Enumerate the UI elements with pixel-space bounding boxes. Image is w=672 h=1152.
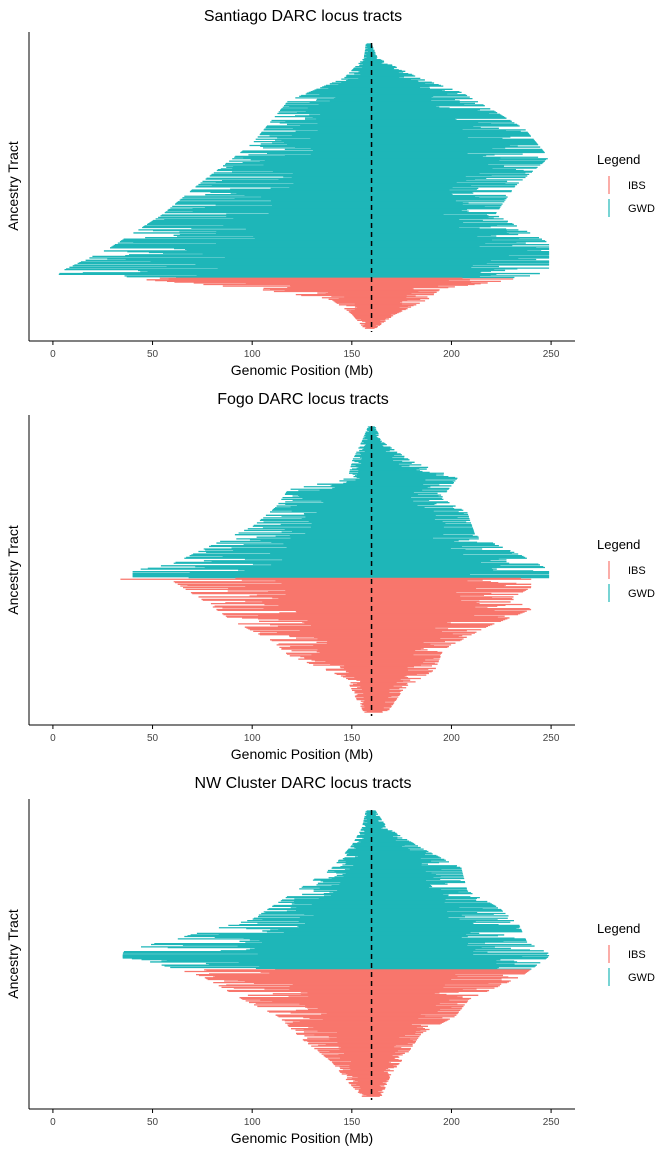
x-tick-label: 200	[443, 1117, 460, 1128]
legend-title: Legend	[597, 537, 640, 552]
legend-label-gwd: GWD	[628, 203, 655, 215]
x-ticks: 0 50 100 150 200 250	[50, 341, 560, 360]
x-ticks: 0 50 100 150 200 250	[50, 725, 560, 744]
chart-title: Fogo DARC locus tracts	[217, 391, 389, 408]
x-tick-label: 0	[50, 1117, 56, 1128]
y-axis-label: Ancestry Tract	[5, 909, 21, 999]
chart-title: NW Cluster DARC locus tracts	[195, 775, 412, 792]
legend-title: Legend	[597, 921, 640, 936]
legend: Legend IBS GWD	[597, 921, 655, 986]
tracts-layer	[58, 43, 550, 329]
x-tick-label: 50	[147, 1117, 159, 1128]
y-axis-label: Ancestry Tract	[5, 525, 21, 615]
x-tick-label: 200	[443, 349, 460, 360]
legend: Legend IBS GWD	[597, 537, 655, 602]
x-tick-label: 200	[443, 733, 460, 744]
tracts-layer	[120, 426, 550, 713]
legend-label-ibs: IBS	[628, 565, 646, 577]
legend-label-ibs: IBS	[628, 949, 646, 961]
x-tick-label: 250	[543, 733, 560, 744]
legend: Legend IBS GWD	[597, 152, 655, 217]
x-axis-label: Genomic Position (Mb)	[231, 362, 373, 378]
x-tick-label: 100	[244, 733, 261, 744]
x-tick-label: 100	[244, 349, 261, 360]
tracts-layer	[122, 810, 550, 1097]
panel-santiago: Santiago DARC locus tracts 0 50 100 150 200 2…	[5, 8, 655, 378]
legend-label-ibs: IBS	[628, 180, 646, 192]
x-axis-label: Genomic Position (Mb)	[231, 1130, 373, 1146]
legend-label-gwd: GWD	[628, 588, 655, 600]
x-tick-label: 0	[50, 349, 56, 360]
x-tick-label: 150	[343, 349, 360, 360]
x-tick-label: 100	[244, 1117, 261, 1128]
x-tick-label: 50	[147, 349, 159, 360]
y-axis-label: Ancestry Tract	[5, 141, 21, 231]
chart-title: Santiago DARC locus tracts	[204, 8, 402, 25]
x-axis-label: Genomic Position (Mb)	[231, 746, 373, 762]
x-ticks: 0 50 100 150 200 250	[50, 1109, 560, 1128]
legend-title: Legend	[597, 152, 640, 167]
x-tick-label: 50	[147, 733, 159, 744]
x-tick-label: 150	[343, 1117, 360, 1128]
x-tick-label: 150	[343, 733, 360, 744]
panel-nw-cluster: NW Cluster DARC locus tracts 0 50 100 150 20…	[5, 775, 655, 1146]
panel-fogo: Fogo DARC locus tracts 0 50 100 150 200 250 G…	[5, 391, 655, 762]
x-tick-label: 250	[543, 1117, 560, 1128]
x-tick-label: 250	[543, 349, 560, 360]
legend-label-gwd: GWD	[628, 972, 655, 984]
x-tick-label: 0	[50, 733, 56, 744]
